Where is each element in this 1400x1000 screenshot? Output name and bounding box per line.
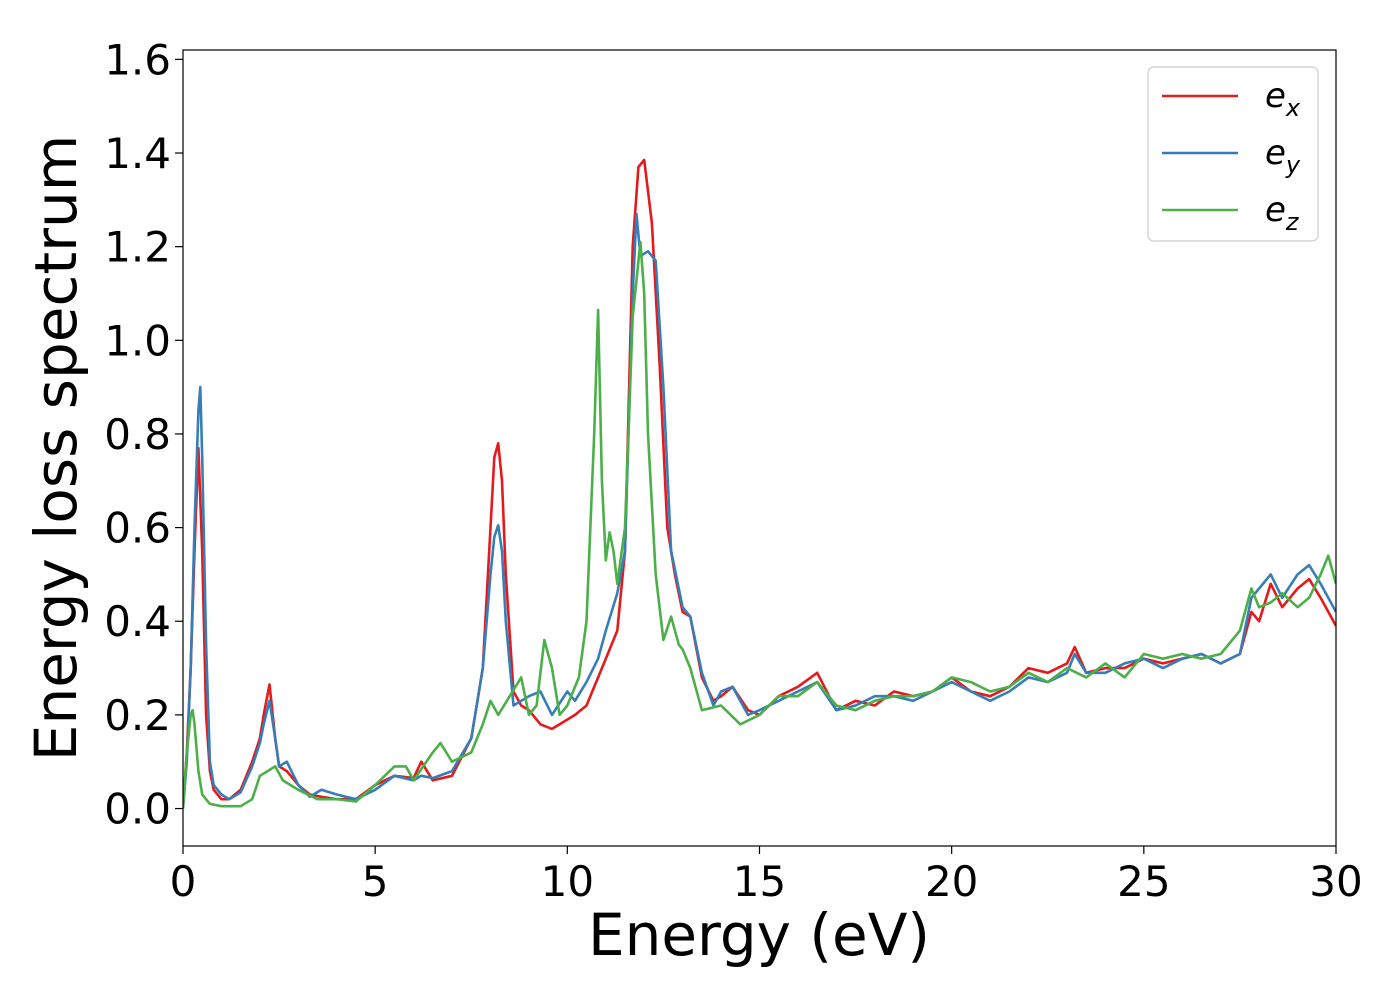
x-tick-label: 30 — [1309, 857, 1362, 906]
legend-label-y: ey — [1265, 133, 1301, 179]
y-tick-label: 0.6 — [104, 504, 171, 553]
x-tick-label: 0 — [170, 857, 197, 906]
legend-label-base: e — [1265, 76, 1286, 116]
y-tick-label: 1.2 — [104, 223, 171, 272]
x-tick-label: 5 — [362, 857, 389, 906]
legend-label-subscript: x — [1285, 94, 1301, 122]
series-layer — [183, 158, 1336, 809]
legend-label-base: e — [1265, 190, 1286, 230]
legend-label-subscript: y — [1285, 151, 1301, 179]
y-tick-label: 1.6 — [104, 35, 171, 84]
x-tick-label: 20 — [925, 857, 978, 906]
y-tick-label: 1.4 — [104, 129, 171, 178]
y-tick-label: 0.0 — [104, 785, 171, 834]
series-line-y — [183, 212, 1336, 809]
y-tick-label: 0.4 — [104, 597, 171, 646]
x-tick-label: 10 — [541, 857, 594, 906]
x-tick-label: 25 — [1117, 857, 1170, 906]
y-axis-label: Energy loss spectrum — [22, 135, 90, 761]
y-tick-label: 0.2 — [104, 691, 171, 740]
legend-label-x: ex — [1265, 76, 1301, 122]
series-line-z — [183, 240, 1336, 809]
x-tick-label: 15 — [733, 857, 786, 906]
legend-label-z: ez — [1265, 190, 1300, 236]
x-axis-label: Energy (eV) — [588, 901, 930, 969]
y-tick-label: 1.0 — [104, 316, 171, 365]
legend-label-subscript: z — [1285, 208, 1300, 236]
y-tick-label: 0.8 — [104, 410, 171, 459]
legend-label-base: e — [1265, 133, 1286, 173]
x-axis: 0 5 10 15 20 25 30 — [170, 846, 1363, 906]
y-axis: 0.0 0.2 0.4 0.6 0.8 1.0 1.2 1.4 1.6 — [104, 35, 183, 834]
